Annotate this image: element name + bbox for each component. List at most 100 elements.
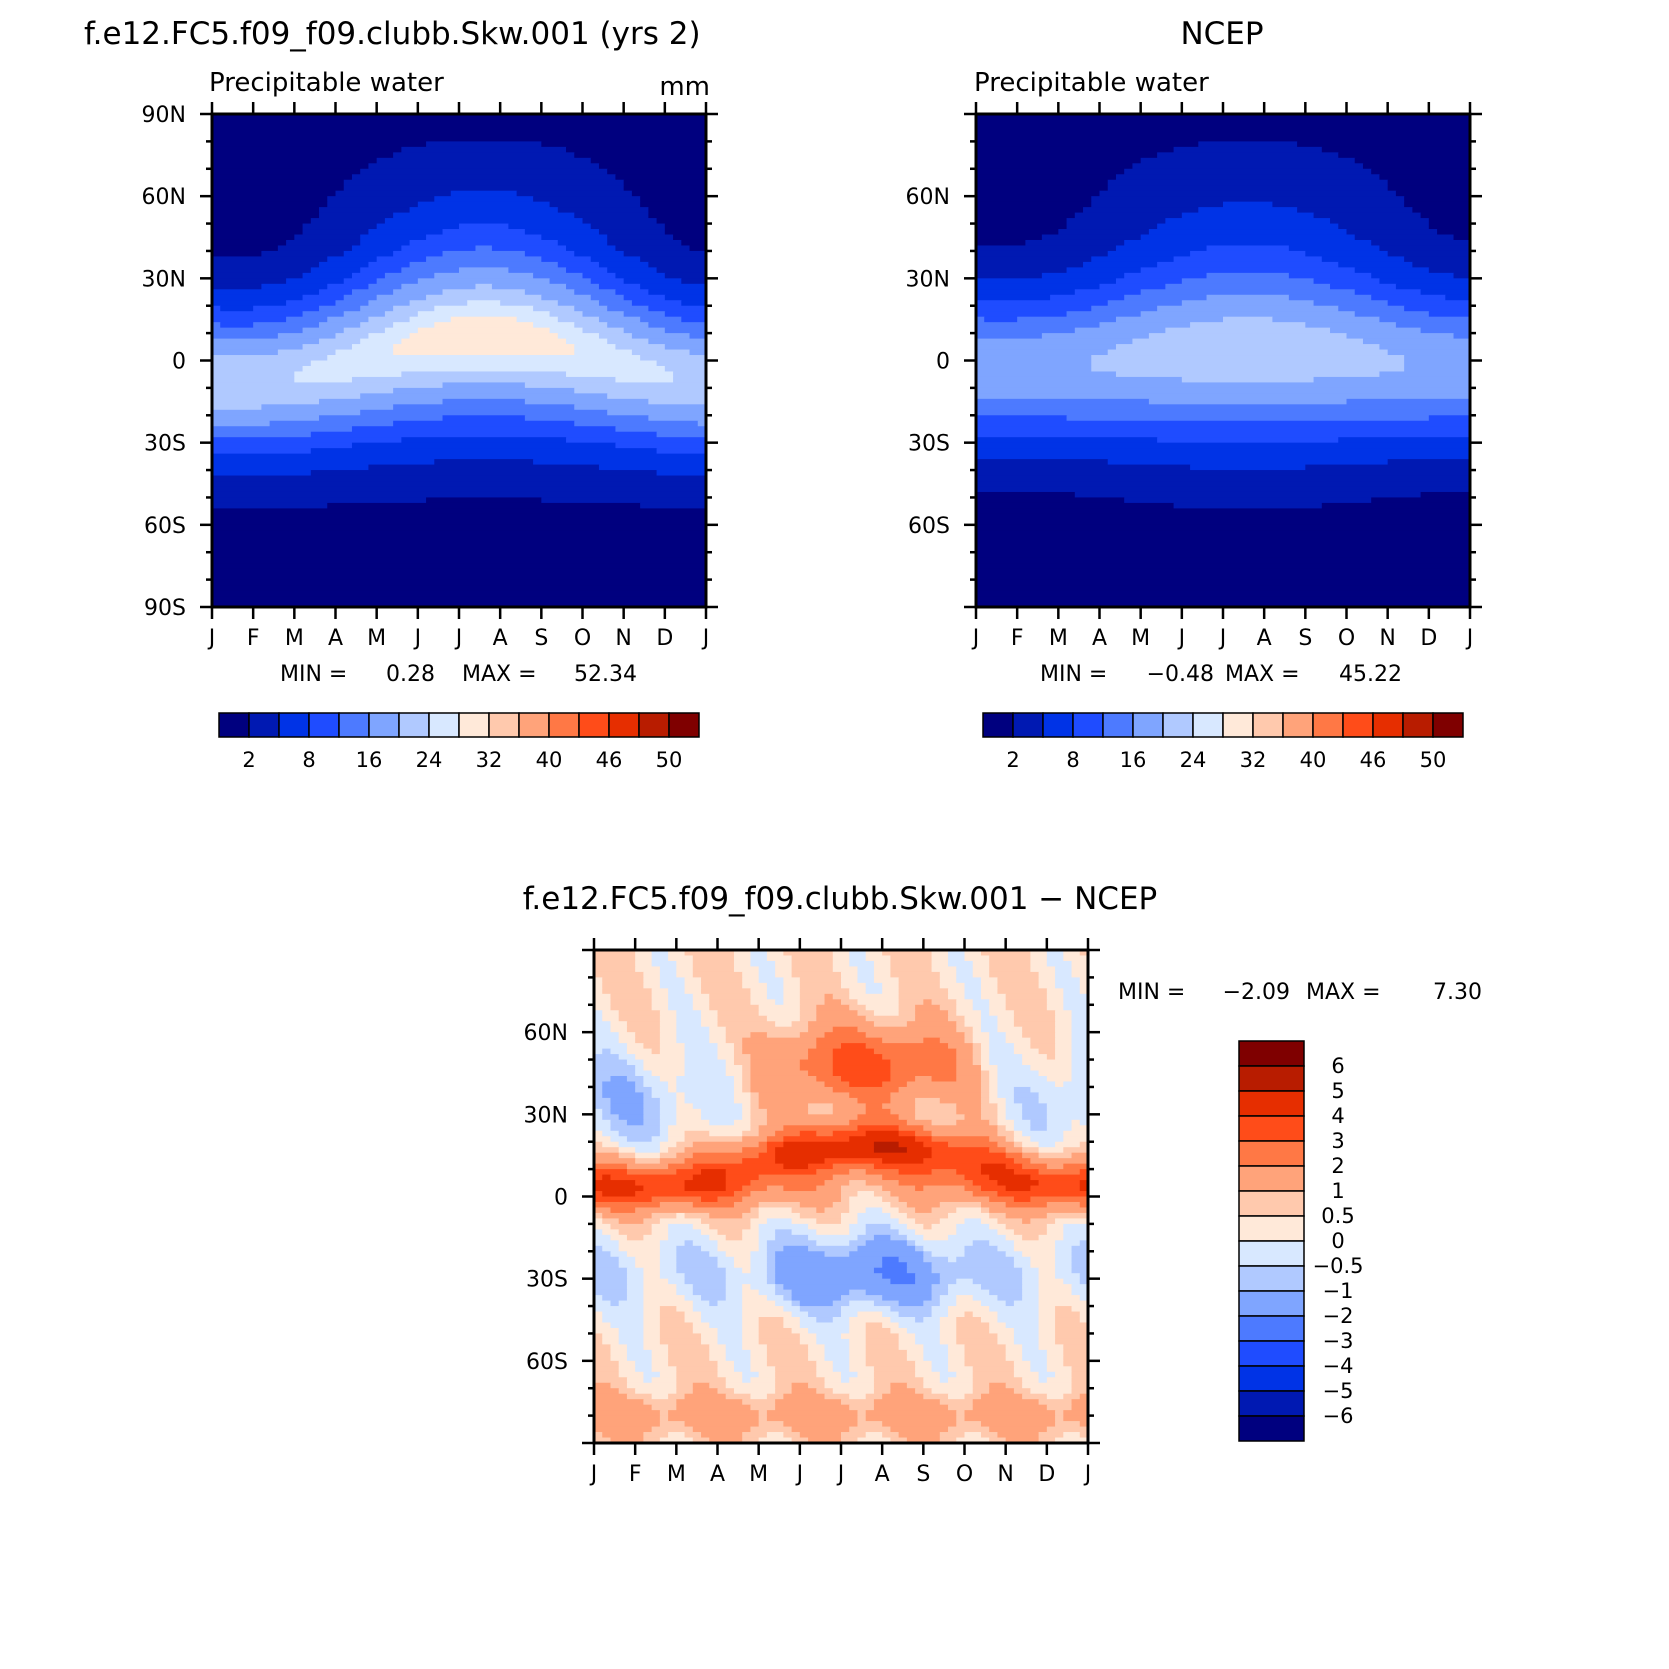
contour-cell bbox=[964, 1432, 982, 1439]
contour-cell bbox=[709, 1382, 727, 1389]
contour-cell bbox=[1157, 437, 1339, 444]
contour-cell bbox=[701, 1218, 752, 1225]
x-tick-label: S bbox=[1298, 626, 1312, 651]
contour-cell bbox=[989, 1081, 999, 1088]
colorbar-label: 6 bbox=[1331, 1054, 1344, 1078]
contour-cell bbox=[594, 1377, 628, 1384]
contour-cell bbox=[635, 960, 653, 968]
contour-cell bbox=[964, 988, 982, 995]
contour-cell bbox=[882, 1037, 924, 1044]
contour-cell bbox=[972, 960, 990, 968]
contour-cell bbox=[956, 1421, 982, 1428]
contour-cell bbox=[1420, 212, 1471, 219]
contour-cell bbox=[1063, 1130, 1089, 1137]
model-x-axis: J F M A M J J A S O N D J bbox=[207, 626, 710, 651]
contour-cell bbox=[607, 239, 682, 247]
y-tick-label: 60S bbox=[526, 1350, 568, 1375]
contour-cell bbox=[783, 1432, 801, 1439]
contour-cell bbox=[948, 1360, 966, 1367]
contour-cell bbox=[841, 1432, 867, 1439]
contour-cell bbox=[574, 305, 608, 312]
contour-cell bbox=[980, 993, 1007, 1000]
contour-cell bbox=[824, 1180, 850, 1187]
contour-cell bbox=[594, 950, 636, 957]
contour-cell bbox=[212, 168, 361, 175]
contour-cell bbox=[824, 1344, 850, 1351]
contour-cell bbox=[849, 1349, 867, 1356]
contour-cell bbox=[915, 1366, 933, 1373]
contour-cell bbox=[766, 1114, 859, 1121]
contour-cell bbox=[717, 1010, 760, 1017]
contour-cell bbox=[976, 344, 1117, 351]
contour-cell bbox=[351, 245, 402, 252]
contour-cell bbox=[656, 431, 707, 438]
contour-cell bbox=[972, 1382, 990, 1389]
contour-cell bbox=[766, 1218, 793, 1225]
contour-cell bbox=[1030, 966, 1056, 973]
contour-cell bbox=[1404, 360, 1471, 367]
contour-cell bbox=[1030, 1388, 1073, 1395]
contour-cell bbox=[989, 1174, 1031, 1181]
contour-cell bbox=[393, 420, 575, 427]
contour-cell bbox=[684, 1158, 743, 1165]
contour-cell bbox=[623, 250, 707, 258]
contour-cell bbox=[327, 283, 370, 290]
contour-cell bbox=[997, 1026, 1023, 1033]
contour-cell bbox=[343, 327, 386, 334]
contour-cell bbox=[791, 955, 834, 962]
colorbar-box bbox=[1238, 1315, 1305, 1342]
contour-cell bbox=[676, 1032, 710, 1039]
contour-cell bbox=[610, 1349, 628, 1356]
contour-cell bbox=[750, 999, 776, 1006]
contour-cell bbox=[1046, 1349, 1064, 1356]
contour-cell bbox=[976, 114, 1471, 121]
contour-cell bbox=[676, 1256, 719, 1263]
contour-cell bbox=[1013, 1015, 1056, 1022]
colorbar-box bbox=[1252, 712, 1284, 738]
contour-cell bbox=[890, 1059, 957, 1066]
contour-cell bbox=[1055, 1322, 1089, 1329]
contour-cell bbox=[857, 1410, 867, 1417]
diff-x-axis: J F M A M J J A S O N D J bbox=[589, 1462, 1092, 1487]
contour-cell bbox=[607, 409, 707, 416]
colorbar-box bbox=[1238, 1190, 1305, 1217]
contour-cell bbox=[659, 1251, 677, 1258]
contour-cell bbox=[1055, 966, 1073, 973]
contour-cell bbox=[989, 1136, 1007, 1143]
contour-cell bbox=[557, 261, 600, 268]
contour-cell bbox=[1046, 1223, 1064, 1230]
contour-cell bbox=[610, 1251, 628, 1258]
contour-cell bbox=[742, 1185, 768, 1192]
contour-cell bbox=[643, 1103, 661, 1110]
contour-cell bbox=[824, 999, 842, 1006]
contour-cell bbox=[618, 1054, 636, 1061]
contour-cell bbox=[615, 426, 707, 433]
contour-cell bbox=[980, 1097, 990, 1104]
contour-cell bbox=[212, 535, 707, 542]
contour-cell bbox=[417, 311, 551, 318]
contour-cell bbox=[832, 1360, 850, 1367]
contour-cell bbox=[1030, 1037, 1056, 1044]
contour-cell bbox=[582, 327, 625, 334]
contour-cell bbox=[939, 1399, 974, 1406]
contour-cell bbox=[964, 1185, 982, 1192]
contour-cell bbox=[541, 497, 707, 504]
contour-cell bbox=[368, 333, 411, 340]
contour-cell bbox=[824, 1393, 850, 1400]
contour-cell bbox=[212, 179, 345, 186]
contour-cell bbox=[976, 119, 1471, 126]
ncep-ticks bbox=[964, 102, 1482, 619]
contour-cell bbox=[989, 971, 1040, 978]
contour-cell bbox=[648, 305, 707, 312]
contour-cell bbox=[1107, 459, 1389, 466]
contour-cell bbox=[692, 966, 735, 973]
contour-cell bbox=[997, 1081, 1056, 1088]
contour-cell bbox=[750, 1267, 768, 1274]
contour-cell bbox=[676, 1026, 710, 1033]
contour-cell bbox=[668, 1163, 694, 1170]
contour-cell bbox=[401, 267, 460, 274]
ncep-field bbox=[976, 114, 1471, 608]
colorbar-box bbox=[1312, 712, 1344, 738]
contour-cell bbox=[607, 267, 658, 274]
contour-cell bbox=[1038, 1284, 1073, 1291]
